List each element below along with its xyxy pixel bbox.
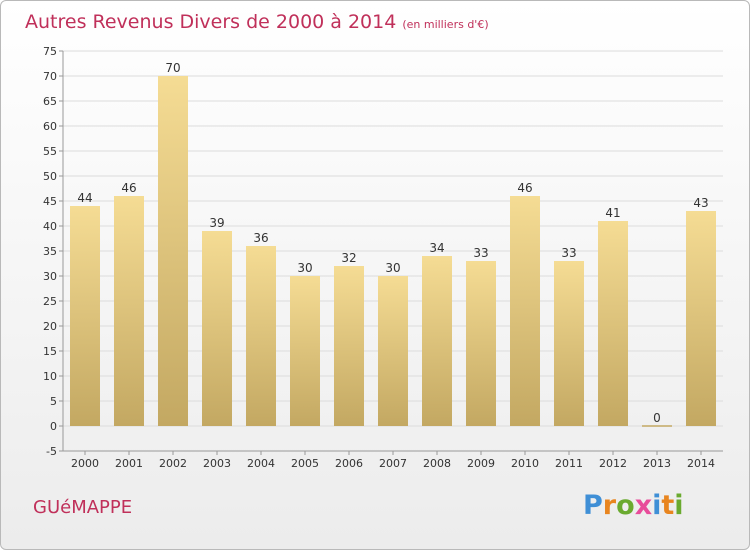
chart-title-text: Autres Revenus Divers de 2000 à 2014 (25, 11, 397, 33)
y-tick-label: 65 (43, 95, 57, 108)
x-tick-label: 2014 (687, 457, 715, 470)
value-label: 44 (77, 191, 92, 205)
value-label: 39 (209, 216, 224, 230)
y-tick-labels: -5 0 5 10 15 20 25 30 35 40 45 50 55 60 65 70 75 (43, 45, 57, 458)
y-tick-label: 20 (43, 320, 57, 333)
y-tick-label: 5 (50, 395, 57, 408)
y-tick-label: 0 (50, 420, 57, 433)
value-label: 36 (253, 231, 268, 245)
chart-unit: (en milliers d'€) (402, 18, 489, 31)
y-tick-label: 60 (43, 120, 57, 133)
x-tick-label: 2008 (423, 457, 451, 470)
bar (422, 256, 452, 426)
logo-letter: t (661, 490, 675, 521)
y-tick-label: 45 (43, 195, 57, 208)
bar (158, 76, 188, 426)
value-label: 0 (653, 411, 661, 425)
x-tick-label: 2005 (291, 457, 319, 470)
bar (114, 196, 144, 426)
x-tick-label: 2003 (203, 457, 231, 470)
value-label: 41 (605, 206, 620, 220)
x-tick-labels: 2000 2001 2002 2003 2004 2005 2006 2007 2008 2009… (71, 457, 715, 470)
y-tick-label: 15 (43, 345, 57, 358)
logo-letter: P (583, 490, 603, 521)
logo-letter: i (674, 490, 684, 521)
bar (510, 196, 540, 426)
x-tick-label: 2013 (643, 457, 671, 470)
chart-title: Autres Revenus Divers de 2000 à 2014 (en … (25, 11, 489, 33)
bar (290, 276, 320, 426)
bar (466, 261, 496, 426)
y-tick-label: 10 (43, 370, 57, 383)
bars (70, 76, 716, 427)
x-tick-label: 2002 (159, 457, 187, 470)
bar (554, 261, 584, 426)
value-label: 43 (693, 196, 708, 210)
y-tick-label: 35 (43, 245, 57, 258)
commune-name: GUéMAPPE (33, 497, 133, 518)
x-tick-label: 2012 (599, 457, 627, 470)
bar (686, 211, 716, 426)
value-label: 46 (121, 181, 136, 195)
y-tick-label: 55 (43, 145, 57, 158)
value-label: 34 (429, 241, 444, 255)
bar (334, 266, 364, 426)
logo-letter: r (602, 490, 617, 521)
bar (598, 221, 628, 426)
value-label: 32 (341, 251, 356, 265)
y-tick-label: 50 (43, 170, 57, 183)
x-tick-label: 2010 (511, 457, 539, 470)
value-label: 33 (473, 246, 488, 260)
value-label: 30 (385, 261, 400, 275)
x-tick-label: 2006 (335, 457, 363, 470)
y-tick-label: 25 (43, 295, 57, 308)
bar (246, 246, 276, 426)
y-tick-label: -5 (46, 445, 57, 458)
axes (62, 51, 723, 455)
value-label: 33 (561, 246, 576, 260)
value-label: 70 (165, 61, 180, 75)
x-tick-label: 2009 (467, 457, 495, 470)
x-tick-label: 2001 (115, 457, 143, 470)
y-tick-label: 70 (43, 70, 57, 83)
value-label: 46 (517, 181, 532, 195)
x-tick-label: 2000 (71, 457, 99, 470)
bar (202, 231, 232, 426)
value-labels: 44 46 70 39 36 30 32 30 34 33 46 33 41 0 43 (77, 61, 708, 425)
bar (70, 206, 100, 426)
x-tick-label: 2007 (379, 457, 407, 470)
x-tick-label: 2011 (555, 457, 583, 470)
value-label: 30 (297, 261, 312, 275)
y-tick-label: 75 (43, 45, 57, 58)
proxiti-logo: Proxiti (583, 490, 684, 521)
y-tick-label: 30 (43, 270, 57, 283)
bar (378, 276, 408, 426)
logo-letter: i (652, 490, 662, 521)
logo-letter: x (634, 490, 653, 521)
y-tick-label: 40 (43, 220, 57, 233)
x-tick-label: 2004 (247, 457, 275, 470)
logo-letter: o (616, 490, 635, 521)
